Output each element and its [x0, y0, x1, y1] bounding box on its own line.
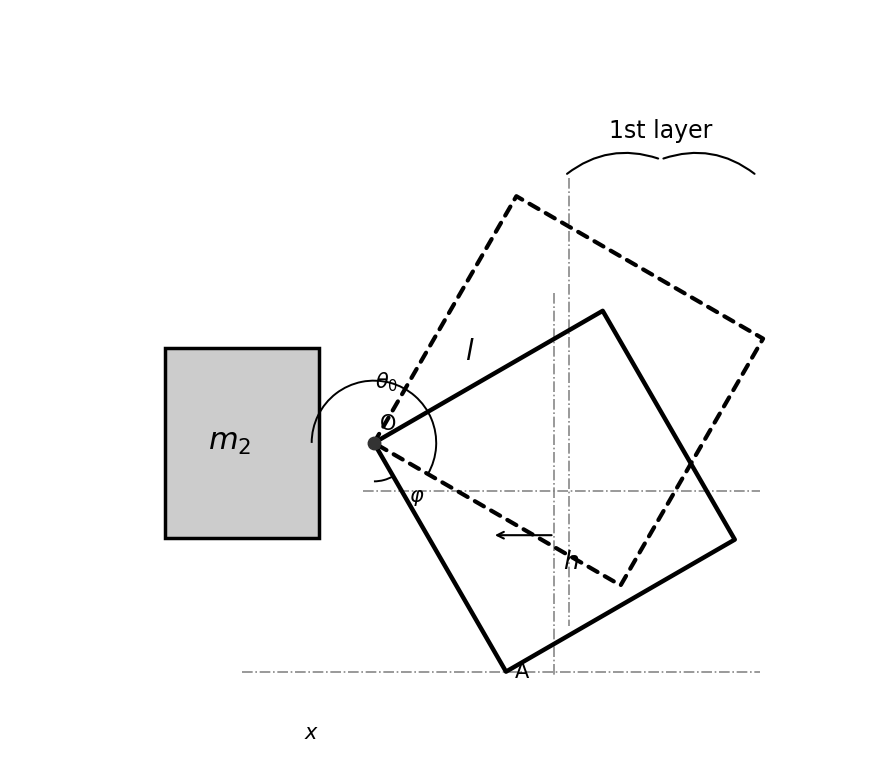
Text: 1st layer: 1st layer — [609, 119, 713, 143]
Text: $x$: $x$ — [304, 723, 319, 743]
Text: $\theta_0$: $\theta_0$ — [375, 370, 398, 393]
Text: $h$: $h$ — [563, 550, 579, 574]
Text: $\varphi$: $\varphi$ — [409, 488, 425, 508]
Text: O: O — [380, 414, 396, 434]
Text: $m_2$: $m_2$ — [208, 428, 251, 457]
Text: A: A — [515, 661, 529, 682]
FancyBboxPatch shape — [165, 348, 319, 538]
Text: $l$: $l$ — [465, 338, 475, 366]
